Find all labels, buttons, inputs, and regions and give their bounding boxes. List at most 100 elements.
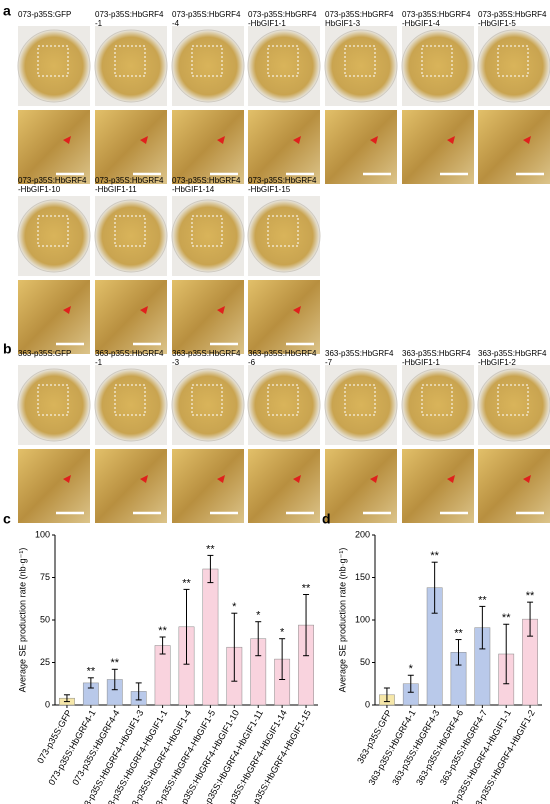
photo-caption: 073-p35S:HbGRF4 [95,176,164,185]
significance: ** [478,594,487,606]
photo-caption: 073-p35S:HbGRF4 [325,10,394,19]
petri-dish [247,29,321,103]
y-tick-label: 100 [355,614,370,624]
photo-caption: 073-p35S:HbGRF4 [248,10,317,19]
zoom-box [114,45,146,77]
photo-caption: 073-p35S:HbGRF4 [402,10,471,19]
zoom-box [267,384,299,416]
petri-dish [324,368,398,442]
zoom-box [497,45,529,77]
zoom-photo [402,449,474,523]
arrowhead [370,475,378,483]
petri-dish [94,199,168,273]
significance: ** [87,666,96,678]
zoom-photo [478,110,550,184]
significance: ** [158,625,167,637]
significance: ** [502,612,511,624]
zoom-photo [402,110,474,184]
zoom-box [37,384,69,416]
arrowhead [293,136,301,144]
zoom-photo [478,449,550,523]
zoom-box [114,384,146,416]
significance: ** [206,543,215,555]
zoom-box [267,45,299,77]
arrowhead [217,306,225,314]
zoom-box [37,215,69,247]
zoom-box [497,384,529,416]
photo-caption: -HbGIF1-15 [248,185,291,194]
photo-caption: -6 [248,358,256,367]
arrowhead [447,136,455,144]
arrowhead [140,136,148,144]
significance: * [409,663,414,675]
zoom-photo [325,110,397,184]
significance: * [280,627,285,639]
zoom-photo [248,110,320,184]
photo-caption: 363-p35S:HbGRF4 [478,349,547,358]
photo-caption: 073-p35S:HbGRF4 [172,10,241,19]
photo-caption: -HbGIF1-4 [402,19,440,28]
photo-caption: 073-p35S:HbGRF4 [18,176,87,185]
zoom-box [191,384,223,416]
significance: ** [182,577,191,589]
photo-caption: -HbGIF1-1 [402,358,440,367]
panel-label: d [322,511,331,527]
petri-dish [17,368,91,442]
photo-caption: 363-p35S:HbGRF4 [95,349,164,358]
arrowhead [63,475,71,483]
y-tick-label: 75 [40,572,50,582]
significance: * [256,610,261,622]
photo-caption: 073-p35S:HbGRF4 [478,10,547,19]
panel-label: a [3,3,11,19]
petri-dish [171,29,245,103]
arrowhead [293,306,301,314]
zoom-box [421,45,453,77]
zoom-photo [18,449,90,523]
photo-caption: -HbGIF1-14 [172,185,215,194]
y-tick-label: 150 [355,572,370,582]
significance: ** [526,590,535,602]
zoom-photo [248,449,320,523]
photo-caption: -1 [95,19,103,28]
zoom-photo [95,280,167,354]
y-tick-label: 25 [40,657,50,667]
zoom-photo [18,110,90,184]
arrowhead [217,475,225,483]
arrowhead [370,136,378,144]
y-tick-label: 0 [45,699,50,709]
photo-caption: 073-p35S:HbGRF4 [172,176,241,185]
petri-dish [17,29,91,103]
zoom-photo [18,280,90,354]
petri-dish [477,29,550,103]
photo-caption: 073-p35S:GFP [18,10,71,19]
y-tick-label: 0 [365,699,370,709]
zoom-photo [95,449,167,523]
zoom-photo [172,110,244,184]
arrowhead [63,136,71,144]
zoom-photo [172,449,244,523]
zoom-box [114,215,146,247]
petri-dish [401,368,475,442]
y-tick-label: 50 [360,657,370,667]
petri-dish [477,368,550,442]
photo-caption: -HbGIF1-1 [248,19,286,28]
photo-caption: 363-p35S:HbGRF4 [325,349,394,358]
photo-caption: -HbGIF1-11 [95,185,137,194]
petri-dish [247,368,321,442]
arrowhead [217,136,225,144]
arrowhead [523,136,531,144]
zoom-photo [95,110,167,184]
y-axis-label: Average SE production rate (nb·g⁻¹) [337,548,347,693]
zoom-box [344,384,376,416]
zoom-box [191,215,223,247]
photo-caption: 073-p35S:HbGRF4 [95,10,164,19]
photo-caption: 363-p35S:HbGRF4 [248,349,317,358]
photo-caption: -HbGIF1-2 [478,358,516,367]
zoom-box [421,384,453,416]
zoom-box [267,215,299,247]
petri-dish [401,29,475,103]
photo-caption: -1 [95,358,103,367]
photo-caption: HbGIF1-3 [325,19,361,28]
zoom-box [191,45,223,77]
petri-dish [171,199,245,273]
